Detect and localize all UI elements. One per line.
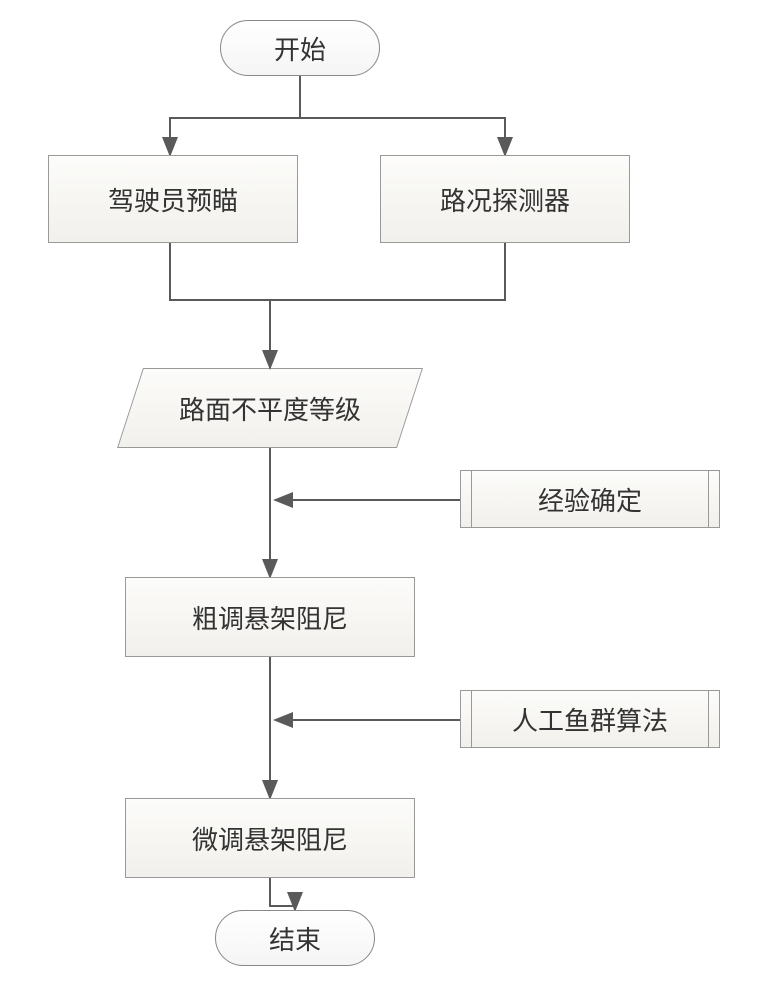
- start-node: 开始: [220, 20, 380, 76]
- driver-preview-node: 驾驶员预瞄: [48, 155, 298, 243]
- flowchart-canvas: 开始 驾驶员预瞄 路况探测器 路面不平度等级 经验确定 粗调悬架阻尼 人工鱼群算…: [0, 0, 782, 1000]
- experience-label: 经验确定: [538, 481, 642, 518]
- road-roughness-label: 路面不平度等级: [179, 390, 361, 427]
- end-node: 结束: [215, 910, 375, 966]
- fish-swarm-node: 人工鱼群算法: [460, 690, 720, 748]
- end-label: 结束: [269, 920, 321, 957]
- road-detector-node: 路况探测器: [380, 155, 630, 243]
- road-detector-label: 路况探测器: [440, 181, 570, 218]
- driver-preview-label: 驾驶员预瞄: [108, 181, 238, 218]
- road-roughness-node: 路面不平度等级: [130, 368, 410, 448]
- fine-damping-label: 微调悬架阻尼: [192, 820, 348, 857]
- experience-node: 经验确定: [460, 470, 720, 528]
- start-label: 开始: [274, 30, 326, 67]
- fine-damping-node: 微调悬架阻尼: [125, 798, 415, 878]
- coarse-damping-node: 粗调悬架阻尼: [125, 577, 415, 657]
- coarse-damping-label: 粗调悬架阻尼: [192, 599, 348, 636]
- fish-swarm-label: 人工鱼群算法: [512, 701, 668, 738]
